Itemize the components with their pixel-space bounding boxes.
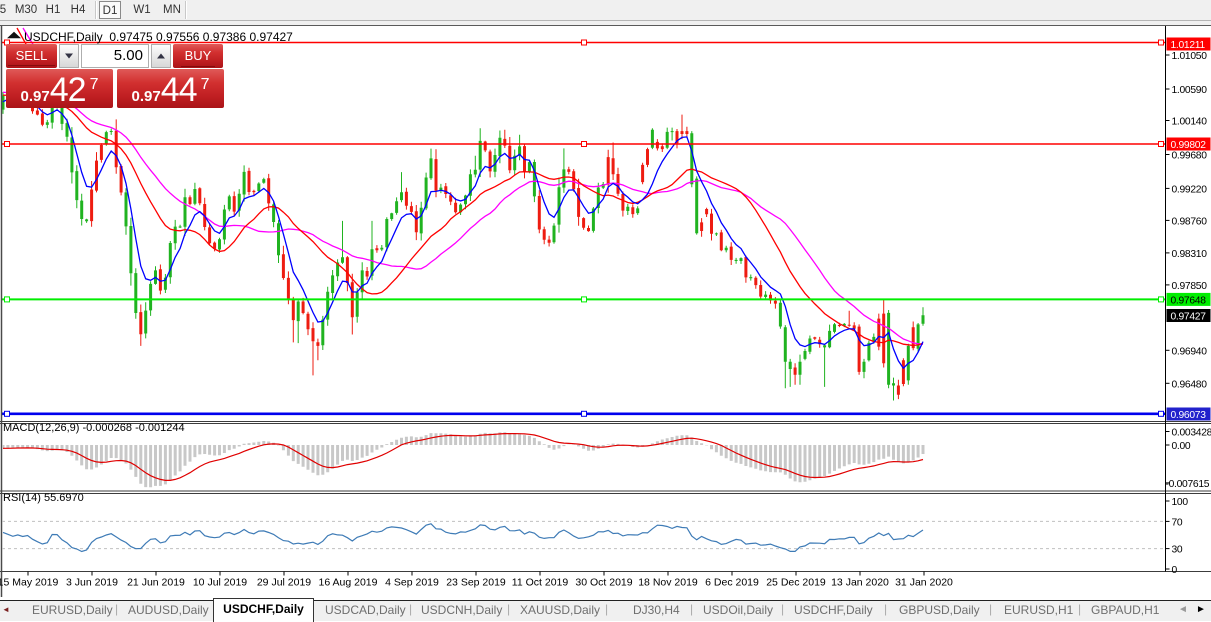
svg-text:30: 30 (1172, 545, 1183, 556)
svg-text:23 Sep 2019: 23 Sep 2019 (446, 577, 506, 589)
svg-text:0.97850: 0.97850 (1172, 281, 1208, 292)
svg-text:0.99680: 0.99680 (1172, 151, 1208, 162)
svg-text:0: 0 (1172, 565, 1178, 576)
svg-text:29 Jul 2019: 29 Jul 2019 (257, 577, 311, 589)
svg-text:0.96940: 0.96940 (1172, 346, 1208, 357)
svg-text:MACD(12,26,9) -0.000268 -0.001: MACD(12,26,9) -0.000268 -0.001244 (3, 422, 185, 434)
svg-text:-0.007615: -0.007615 (1166, 479, 1210, 490)
svg-text:30 Oct 2019: 30 Oct 2019 (575, 577, 632, 589)
svg-text:1.00140: 1.00140 (1172, 117, 1208, 128)
svg-text:16 Aug 2019: 16 Aug 2019 (319, 577, 378, 589)
svg-text:15 May 2019: 15 May 2019 (0, 577, 59, 589)
svg-text:0.003428: 0.003428 (1172, 428, 1211, 439)
svg-text:0.99802: 0.99802 (1171, 140, 1207, 151)
svg-text:0.96073: 0.96073 (1171, 410, 1207, 421)
svg-text:25 Dec 2019: 25 Dec 2019 (766, 577, 826, 589)
svg-text:1.01050: 1.01050 (1172, 51, 1208, 62)
svg-text:18 Nov 2019: 18 Nov 2019 (638, 577, 698, 589)
svg-text:0.99220: 0.99220 (1172, 184, 1208, 195)
svg-text:0.97427: 0.97427 (1171, 312, 1207, 323)
svg-text:100: 100 (1172, 497, 1189, 508)
svg-text:70: 70 (1172, 517, 1183, 528)
svg-text:0.98760: 0.98760 (1172, 216, 1208, 227)
svg-text:0.98310: 0.98310 (1172, 249, 1208, 260)
svg-text:0.97648: 0.97648 (1171, 295, 1207, 306)
svg-text:3 Jun 2019: 3 Jun 2019 (66, 577, 118, 589)
svg-text:13 Jan 2020: 13 Jan 2020 (831, 577, 889, 589)
svg-text:31 Jan 2020: 31 Jan 2020 (895, 577, 953, 589)
svg-text:11 Oct 2019: 11 Oct 2019 (512, 577, 569, 589)
svg-text:10 Jul 2019: 10 Jul 2019 (193, 577, 247, 589)
svg-text:0.96480: 0.96480 (1172, 379, 1208, 390)
svg-text:21 Jun 2019: 21 Jun 2019 (127, 577, 185, 589)
svg-text:4 Sep 2019: 4 Sep 2019 (385, 577, 439, 589)
svg-text:1.00590: 1.00590 (1172, 85, 1208, 96)
svg-text:1.01211: 1.01211 (1171, 40, 1206, 51)
svg-text:RSI(14) 55.6970: RSI(14) 55.6970 (3, 492, 84, 504)
svg-text:0.00: 0.00 (1172, 441, 1191, 452)
svg-text:6 Dec 2019: 6 Dec 2019 (705, 577, 759, 589)
